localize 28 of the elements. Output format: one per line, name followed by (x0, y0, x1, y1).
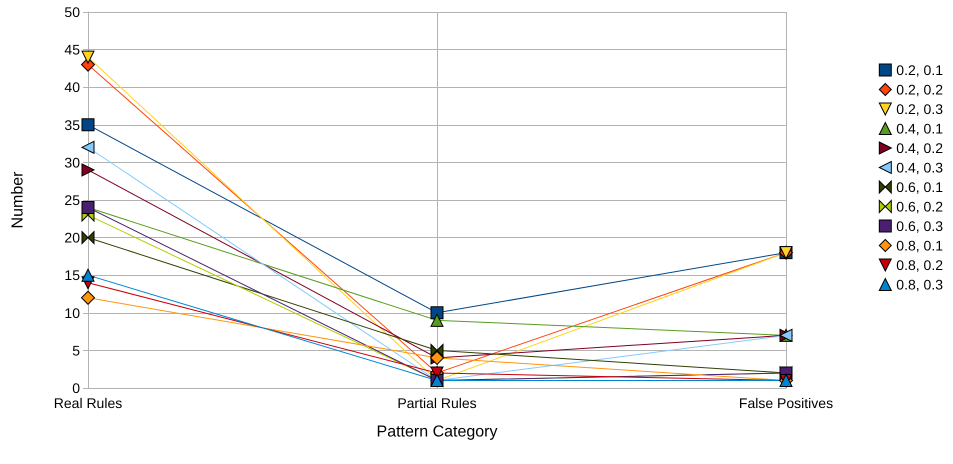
x-tick-label: False Positives (738, 395, 834, 411)
y-tick-label: 45 (64, 42, 80, 58)
y-tick-label: 25 (64, 192, 80, 208)
legend-label: 0.2, 0.1 (896, 62, 944, 78)
x-axis-title: Pattern Category (376, 424, 498, 440)
legend-label: 0.6, 0.1 (896, 179, 944, 195)
y-tick-label: 15 (64, 267, 80, 284)
legend-label: 0.8, 0.3 (896, 276, 944, 292)
y-tick-label: 5 (72, 342, 80, 358)
legend-label: 0.2, 0.2 (896, 82, 944, 98)
legend-label: 0.8, 0.1 (896, 238, 944, 254)
legend-label: 0.4, 0.3 (896, 160, 944, 176)
y-tick-label: 50 (64, 4, 80, 20)
y-tick-label: 10 (64, 304, 80, 321)
legend-label: 0.4, 0.1 (896, 120, 944, 136)
y-tick-label: 30 (64, 154, 80, 170)
x-tick-label: Real Rules (54, 395, 122, 411)
legend-label: 0.6, 0.2 (896, 198, 944, 214)
legend-label: 0.4, 0.2 (896, 140, 944, 156)
y-tick-label: 20 (64, 230, 80, 246)
y-tick-label: 35 (64, 116, 80, 133)
legend-label: 0.6, 0.3 (896, 218, 944, 234)
legend-label: 0.8, 0.2 (896, 257, 944, 273)
legend-label: 0.2, 0.3 (896, 101, 944, 117)
y-tick-label: 40 (64, 79, 80, 96)
y-axis-title: Number (10, 170, 26, 228)
y-tick-label: 0 (72, 380, 80, 396)
x-tick-label: Partial Rules (397, 395, 477, 411)
